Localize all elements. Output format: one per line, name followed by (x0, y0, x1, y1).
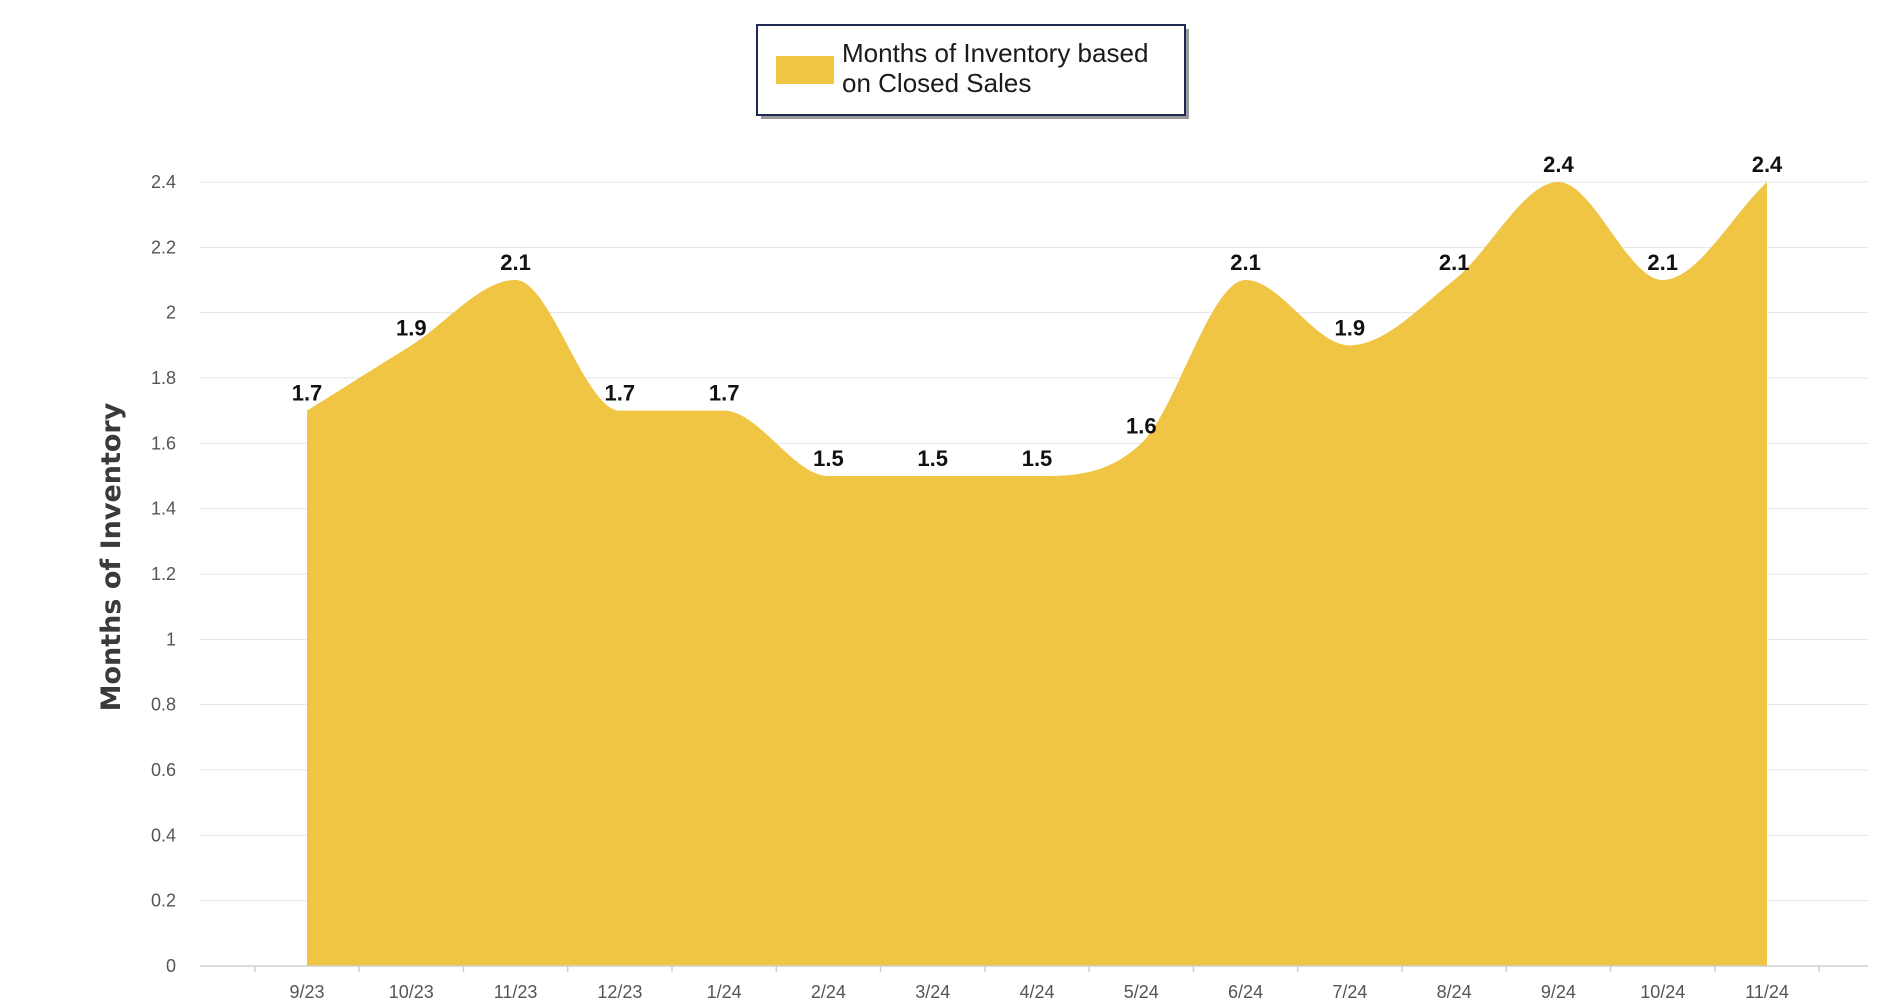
axes (200, 965, 1868, 972)
x-tick-label: 1/24 (707, 982, 742, 1002)
y-tick-label: 1.6 (151, 433, 176, 453)
data-label: 2.4 (1543, 152, 1574, 177)
y-tick-label: 1.2 (151, 564, 176, 584)
data-label: 1.5 (1022, 446, 1053, 471)
data-label: 2.1 (1230, 250, 1261, 275)
data-label: 2.1 (1439, 250, 1470, 275)
data-label: 2.1 (1647, 250, 1678, 275)
y-tick-label: 0.6 (151, 760, 176, 780)
x-tick-label: 4/24 (1019, 982, 1054, 1002)
area-fill (307, 182, 1767, 966)
x-tick-label: 12/23 (597, 982, 642, 1002)
x-tick-label: 5/24 (1124, 982, 1159, 1002)
data-label: 1.5 (917, 446, 948, 471)
y-tick-label: 0.4 (151, 825, 176, 845)
x-tick-label: 10/24 (1640, 982, 1685, 1002)
x-tick-label: 8/24 (1437, 982, 1472, 1002)
x-tick-label: 11/24 (1745, 982, 1789, 1002)
x-tick-label: 11/23 (494, 982, 538, 1002)
x-axis-tick-labels: 9/23 10/23 11/23 12/23 1/24 2/24 3/24 4/24 5/24 6… (289, 982, 1788, 1002)
legend-entry-line-1: Months of Inventory based (842, 38, 1148, 68)
y-tick-label: 0.2 (151, 891, 176, 911)
x-tick-label: 9/24 (1541, 982, 1576, 1002)
y-tick-label: 2 (166, 303, 176, 323)
data-label: 1.7 (605, 381, 636, 406)
y-tick-label: 1.4 (151, 499, 176, 519)
y-tick-label: 0 (166, 956, 176, 976)
y-tick-label: 1 (166, 629, 176, 649)
data-label: 1.5 (813, 446, 844, 471)
x-tick-label: 3/24 (915, 982, 950, 1002)
data-labels: 1.7 1.9 2.1 1.7 1.7 1.5 1.5 1.5 1.6 2.1 1.9 2.1 2.4 2… (292, 152, 1783, 471)
data-label: 2.1 (500, 250, 531, 275)
legend-swatch (776, 56, 834, 84)
y-tick-label: 0.8 (151, 695, 176, 715)
data-label: 1.6 (1126, 413, 1157, 438)
data-label: 1.9 (396, 315, 427, 340)
data-label: 2.4 (1752, 152, 1783, 177)
y-axis-title: Months of Inventory (96, 402, 127, 711)
x-tick-label: 6/24 (1228, 982, 1263, 1002)
legend: Months of Inventory based on Closed Sale… (756, 24, 1189, 119)
y-tick-label: 2.2 (151, 237, 176, 257)
x-tick-label: 10/23 (389, 982, 434, 1002)
y-tick-label: 2.4 (151, 172, 176, 192)
x-tick-label: 9/23 (289, 982, 324, 1002)
x-tick-label: 7/24 (1332, 982, 1367, 1002)
area-series (307, 182, 1767, 966)
data-label: 1.9 (1335, 315, 1366, 340)
y-tick-label: 1.8 (151, 368, 176, 388)
y-axis-tick-labels: 0 0.2 0.4 0.6 0.8 1 1.2 1.4 1.6 1.8 2 2.2 2.4 (151, 172, 176, 976)
data-label: 1.7 (709, 381, 740, 406)
legend-entry-line-2: on Closed Sales (842, 68, 1031, 98)
data-label: 1.7 (292, 381, 323, 406)
x-tick-label: 2/24 (811, 982, 846, 1002)
